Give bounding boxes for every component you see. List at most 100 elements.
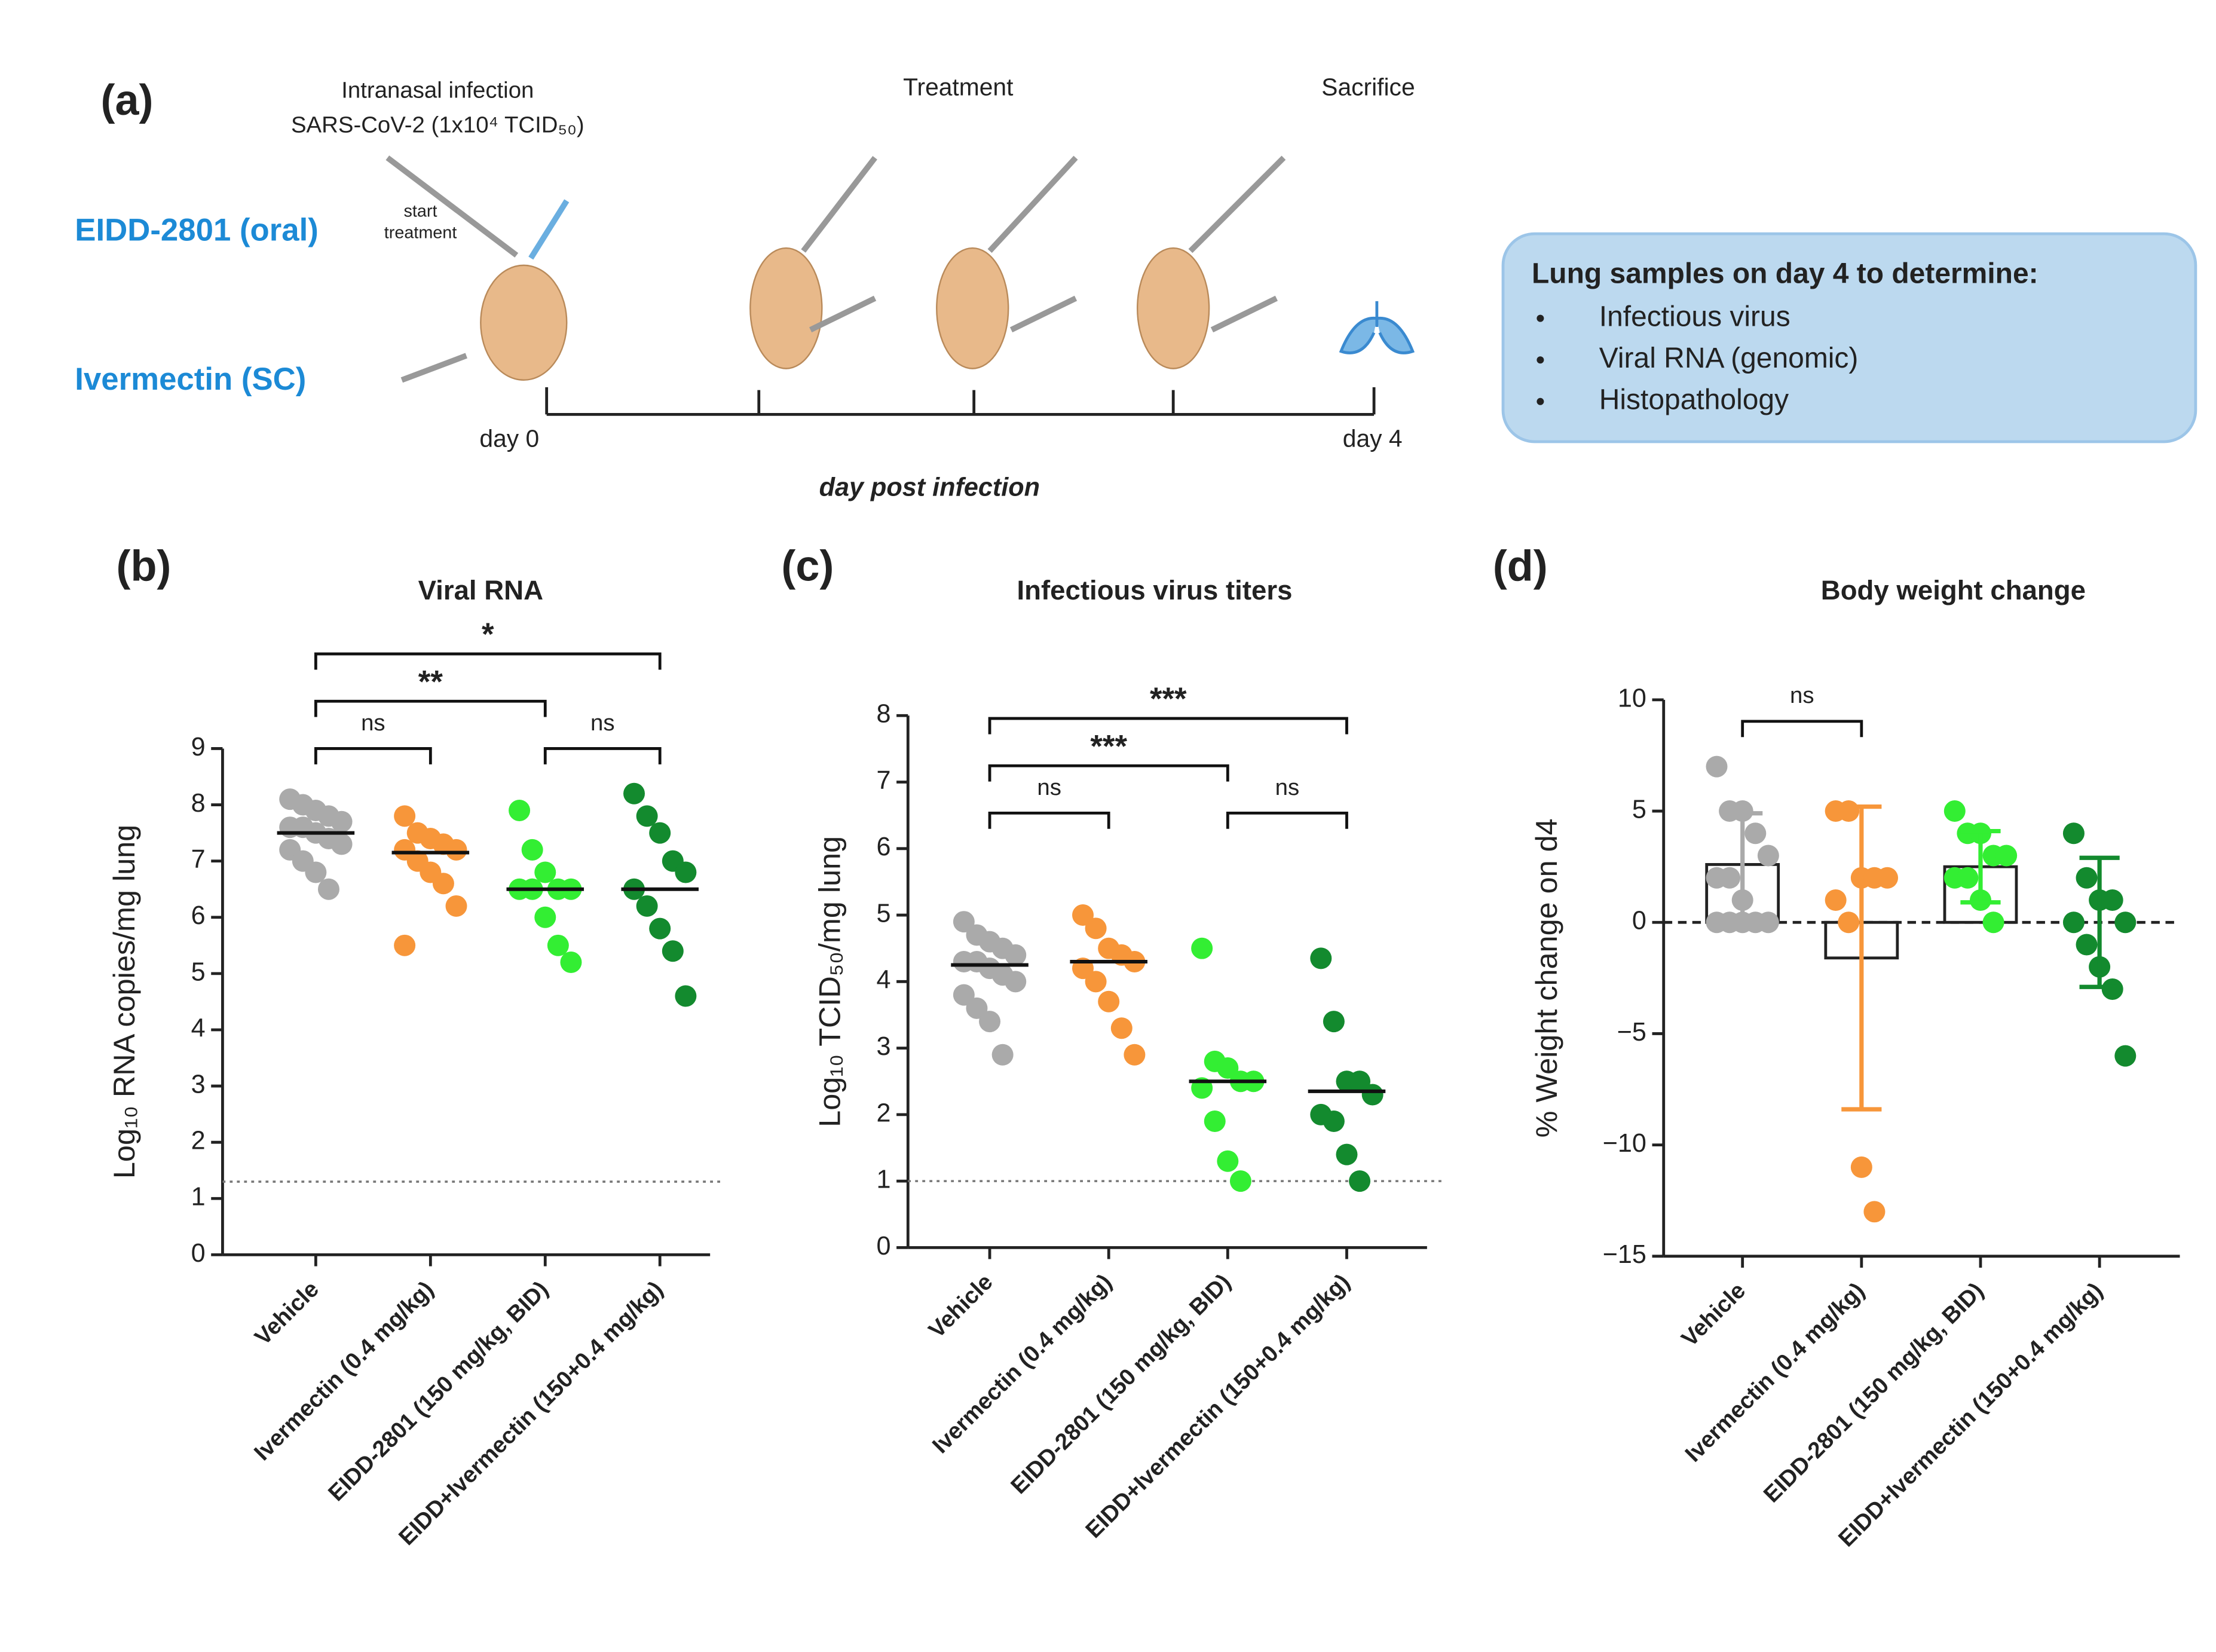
data-point bbox=[2062, 822, 2085, 845]
data-point bbox=[1863, 1201, 1886, 1223]
bracket bbox=[314, 747, 432, 764]
text: treatment bbox=[384, 224, 457, 243]
bracket bbox=[988, 812, 1110, 829]
data-point bbox=[1850, 1156, 1872, 1178]
y-tick-label: −10 bbox=[1603, 1129, 1646, 1158]
data-point bbox=[317, 878, 339, 900]
significance-label: ns bbox=[361, 710, 385, 736]
y-tick-label: 1 bbox=[191, 1183, 206, 1212]
text: day 4 bbox=[1343, 424, 1403, 452]
data-point bbox=[305, 861, 327, 883]
data-point bbox=[1191, 937, 1213, 959]
data-point bbox=[675, 861, 697, 883]
significance-label: ** bbox=[418, 664, 443, 699]
data-point bbox=[1719, 867, 1741, 889]
data-point bbox=[1995, 845, 2018, 867]
data-point bbox=[1361, 1084, 1384, 1106]
x-tick-label: Vehicle bbox=[1676, 1278, 1750, 1352]
box-item: Infectious virus bbox=[1599, 301, 1790, 332]
data-point bbox=[2076, 867, 2098, 889]
data-point bbox=[991, 1044, 1014, 1066]
data-point bbox=[636, 805, 658, 827]
data-point bbox=[2101, 889, 2123, 911]
y-axis-label: Log₁₀ TCID₅₀/mg lung bbox=[812, 836, 846, 1127]
data-point bbox=[1336, 1143, 1358, 1165]
data-point bbox=[2114, 1045, 2137, 1067]
data-point bbox=[2076, 934, 2098, 956]
chart-title: Viral RNA bbox=[418, 575, 543, 605]
y-tick-label: 0 bbox=[1632, 907, 1646, 935]
y-tick-label: 5 bbox=[876, 899, 890, 928]
axis-label: day post infection bbox=[819, 473, 1040, 502]
panel-label: (d) bbox=[1493, 543, 1548, 591]
bracket bbox=[1226, 812, 1348, 829]
data-point bbox=[534, 906, 556, 928]
data-point bbox=[1323, 1110, 1345, 1132]
panel-label: (a) bbox=[100, 77, 153, 124]
data-point bbox=[534, 861, 556, 883]
y-tick-label: 8 bbox=[191, 789, 206, 818]
data-point bbox=[966, 997, 988, 1019]
data-point bbox=[636, 895, 658, 917]
chart-title: Infectious virus titers bbox=[1017, 575, 1292, 605]
x-tick-label: EIDD-2801 (150 mg/kg, BID) bbox=[323, 1276, 553, 1506]
data-point bbox=[1310, 947, 1332, 969]
bracket bbox=[988, 717, 1348, 735]
data-point bbox=[1217, 1150, 1239, 1172]
data-point bbox=[1757, 845, 1779, 867]
data-point bbox=[509, 799, 531, 821]
x-tick-label: EIDD-2801 (150 mg/kg, BID) bbox=[1006, 1269, 1236, 1499]
data-point bbox=[1085, 917, 1107, 940]
text: start bbox=[404, 202, 437, 221]
bracket bbox=[314, 699, 547, 717]
text: SARS-CoV-2 (1x10⁴ TCID₅₀) bbox=[291, 112, 584, 137]
panel-a: (a) Intranasal infection SARS-CoV-2 (1x1… bbox=[75, 74, 2197, 502]
x-tick-label: EIDD-2801 (150 mg/kg, BID) bbox=[1759, 1278, 1989, 1508]
data-point bbox=[1072, 904, 1094, 926]
significance-label: ns bbox=[1275, 775, 1300, 800]
data-point bbox=[1124, 1044, 1146, 1066]
data-point bbox=[547, 934, 569, 956]
y-tick-label: 9 bbox=[191, 733, 206, 761]
syringes bbox=[385, 155, 1286, 383]
significance-label: ns bbox=[590, 710, 615, 736]
y-tick-label: 3 bbox=[191, 1070, 206, 1099]
timeline bbox=[545, 387, 1376, 416]
data-point bbox=[1943, 800, 1966, 822]
info-box bbox=[1501, 232, 2197, 443]
y-tick-label: 7 bbox=[876, 766, 890, 795]
text: day 0 bbox=[479, 424, 539, 452]
y-axis-label: % Weight change on d4 bbox=[1529, 818, 1563, 1137]
data-point bbox=[2114, 911, 2137, 934]
x-tick-label: Vehicle bbox=[924, 1269, 998, 1343]
data-point bbox=[662, 940, 684, 962]
text: Sacrifice bbox=[1321, 74, 1415, 101]
y-tick-label: 10 bbox=[1618, 684, 1646, 712]
significance-label: ns bbox=[1790, 683, 1814, 708]
data-point bbox=[1217, 1057, 1239, 1079]
data-point bbox=[1323, 1011, 1345, 1033]
y-tick-label: 4 bbox=[876, 966, 890, 995]
significance-label: *** bbox=[1150, 681, 1187, 717]
data-point bbox=[445, 895, 467, 917]
data-point bbox=[1838, 911, 1860, 934]
panel-label: (b) bbox=[117, 543, 172, 591]
y-tick-label: 7 bbox=[191, 845, 206, 874]
data-point bbox=[1349, 1170, 1371, 1192]
x-tick-label: EIDD+Ivermectin (150+0.4 mg/kg) bbox=[1834, 1278, 2108, 1552]
y-tick-label: −15 bbox=[1603, 1240, 1646, 1269]
data-point bbox=[1706, 755, 1728, 778]
data-point bbox=[1957, 867, 1979, 889]
data-point bbox=[330, 810, 353, 833]
bracket bbox=[988, 764, 1229, 782]
data-point bbox=[1744, 822, 1767, 845]
data-point bbox=[394, 805, 416, 827]
x-tick-label: EIDD+Ivermectin (150+0.4 mg/kg) bbox=[394, 1276, 668, 1550]
bracket bbox=[1741, 720, 1863, 738]
chart-title: Body weight change bbox=[1821, 575, 2086, 605]
y-tick-label: 0 bbox=[191, 1239, 206, 1268]
y-axis-label: Log₁₀ RNA copies/mg lung bbox=[107, 825, 141, 1179]
data-point bbox=[330, 833, 353, 855]
drug-label: EIDD-2801 (oral) bbox=[75, 213, 319, 248]
